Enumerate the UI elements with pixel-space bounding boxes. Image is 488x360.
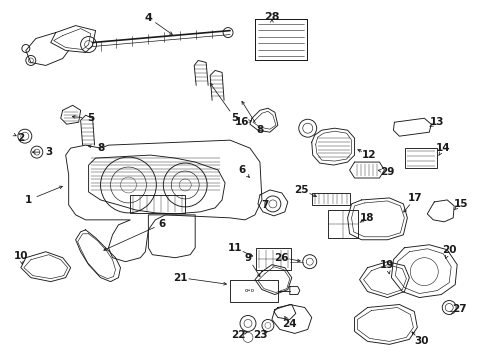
Text: 11: 11 — [227, 243, 242, 253]
Text: 12: 12 — [362, 150, 376, 160]
Text: 29: 29 — [380, 167, 394, 177]
Text: 7: 7 — [261, 200, 268, 210]
Text: 3: 3 — [45, 147, 52, 157]
Text: 14: 14 — [435, 143, 449, 153]
Text: 23: 23 — [252, 330, 266, 341]
Text: o•o: o•o — [244, 288, 255, 293]
Bar — [255, 248, 290, 270]
Text: 18: 18 — [360, 213, 374, 223]
Text: 5: 5 — [87, 113, 94, 123]
Text: 8: 8 — [256, 125, 263, 135]
Text: 22: 22 — [230, 330, 245, 341]
Text: 17: 17 — [407, 193, 422, 203]
Text: 15: 15 — [453, 199, 468, 209]
Text: 20: 20 — [441, 245, 455, 255]
Text: 16: 16 — [234, 117, 249, 127]
Text: 19: 19 — [380, 260, 394, 270]
Text: 4: 4 — [144, 13, 152, 23]
Text: 13: 13 — [429, 117, 444, 127]
Text: 30: 30 — [413, 336, 427, 346]
Bar — [405, 148, 436, 168]
Text: 28: 28 — [264, 12, 279, 22]
Text: 6: 6 — [159, 219, 165, 229]
Bar — [130, 195, 185, 213]
Text: 6: 6 — [238, 165, 245, 175]
Text: 24: 24 — [282, 319, 297, 329]
Text: 2: 2 — [17, 133, 24, 143]
Text: 5: 5 — [231, 113, 238, 123]
Text: 26: 26 — [274, 253, 288, 263]
Text: 8: 8 — [97, 143, 104, 153]
Text: 10: 10 — [14, 251, 28, 261]
Text: 9: 9 — [244, 253, 251, 263]
Bar — [311, 193, 349, 205]
Text: 21: 21 — [173, 273, 187, 283]
Bar — [229, 280, 277, 302]
Bar — [327, 210, 357, 238]
Bar — [254, 19, 306, 60]
Text: 1: 1 — [25, 195, 32, 205]
Text: 27: 27 — [451, 305, 466, 315]
Text: 25: 25 — [294, 185, 308, 195]
